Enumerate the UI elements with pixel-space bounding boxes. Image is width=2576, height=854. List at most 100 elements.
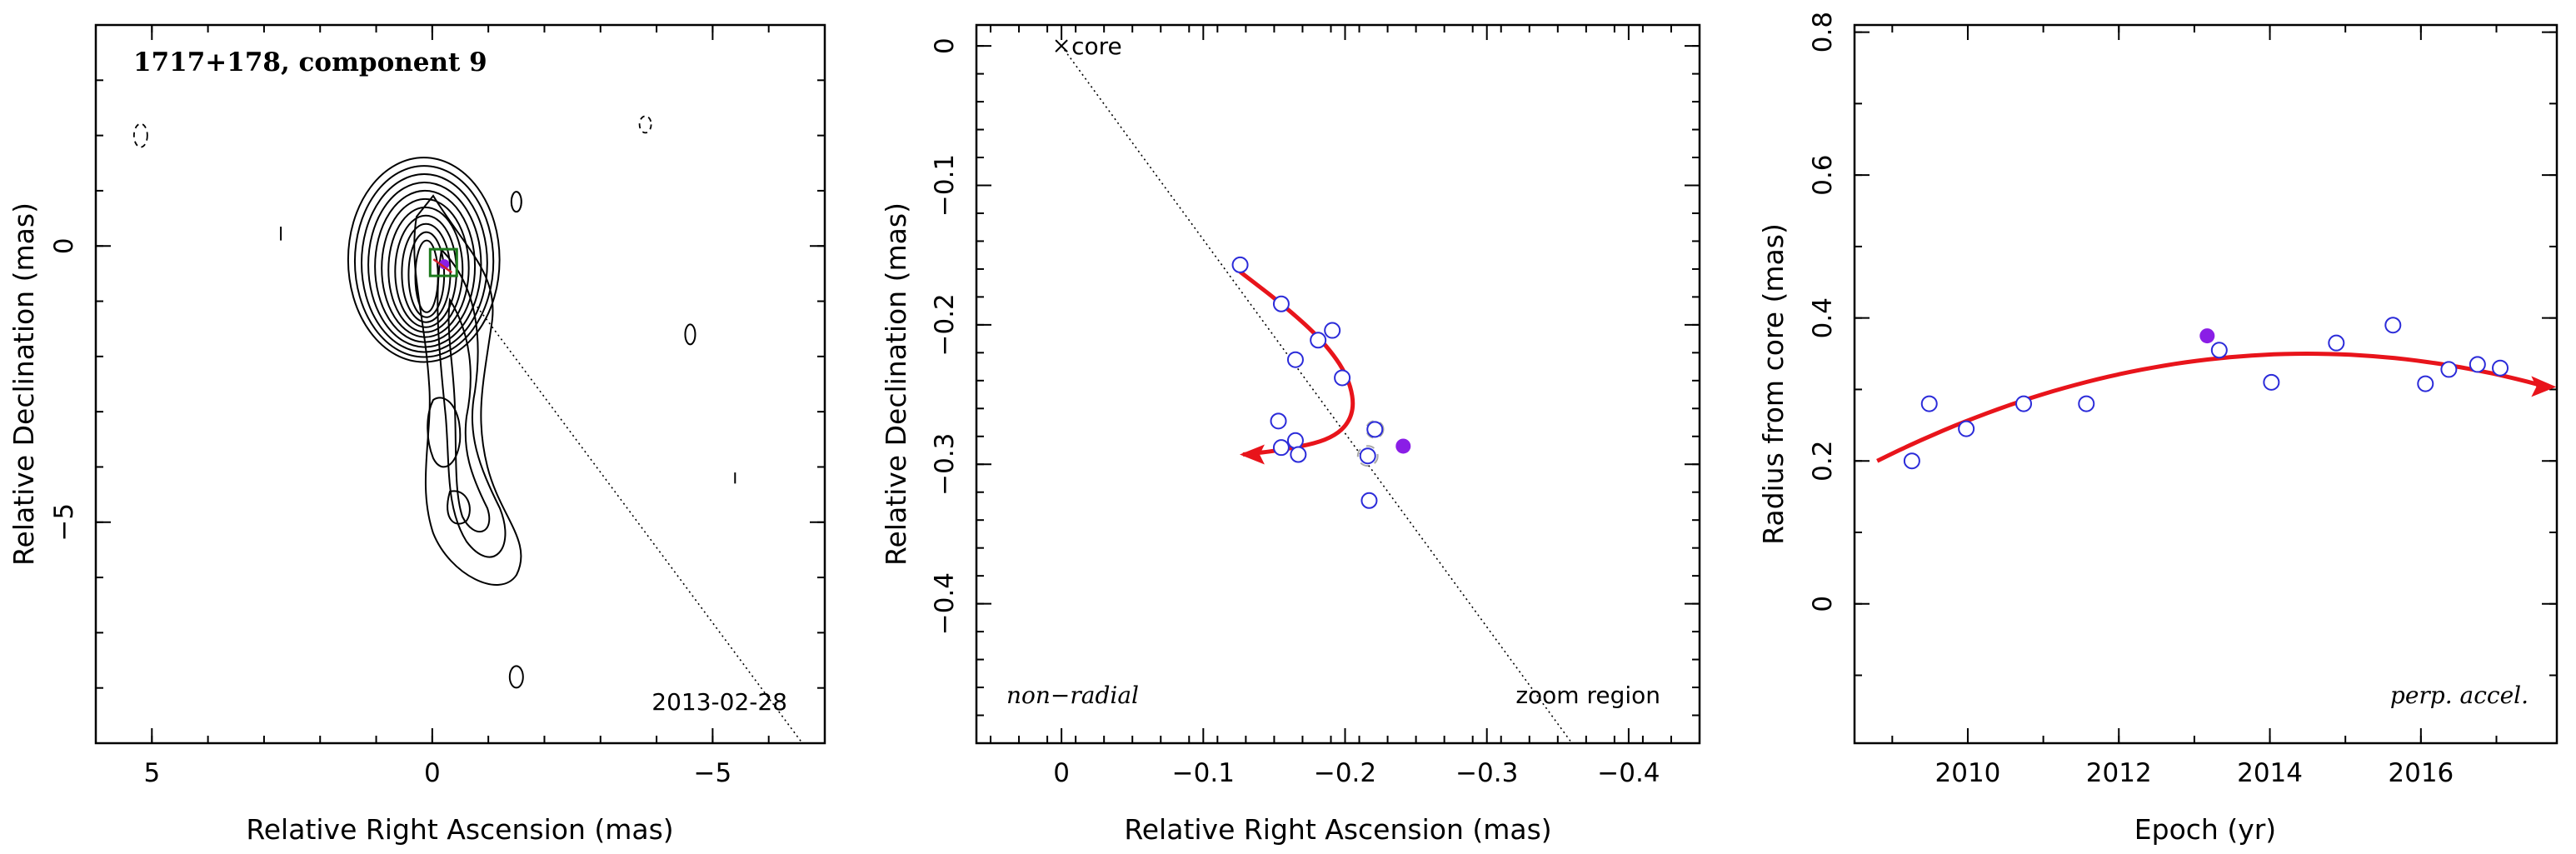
panel-0-xtick-label: 0 [424, 758, 441, 788]
panel-1-ytick-label: −0.1 [930, 154, 960, 217]
epoch-marker [1920, 395, 1938, 412]
panel-1-xtick-label: −0.4 [1597, 758, 1660, 788]
panel-1-ytick-label: −0.3 [930, 433, 960, 496]
panel-0-xtick-label: −5 [694, 758, 732, 788]
position-marker [1286, 351, 1304, 368]
panel-2-frame [975, 23, 1701, 745]
panel-2-ylabel: Relative Declination (mas) [880, 202, 912, 566]
panel-2-ytick-label: 0.8 [1808, 12, 1838, 52]
panel-2-core-label: core [1071, 32, 1122, 60]
component-vector [432, 258, 453, 274]
jet-contour [437, 247, 507, 558]
component-marker [439, 259, 450, 270]
panel-1-xlabel: Relative Right Ascension (mas) [246, 813, 673, 846]
panel-2-marks [1055, 39, 1573, 744]
panel-3-xlabel: Epoch (yr) [2134, 813, 2276, 846]
epoch-marker [2210, 342, 2228, 359]
negative-contour [638, 115, 652, 134]
panel-3-ylabel: Radius from core (mas) [1757, 223, 1790, 545]
component-box [428, 247, 458, 277]
panel-2-uncertainty-circles [1272, 297, 1410, 507]
panel-2-xtick-label: 2010 [1935, 758, 2001, 788]
epoch-marker [2328, 334, 2345, 352]
position-marker [1231, 256, 1249, 273]
panel-2-zoom-scatter: 0 −0.1 −0.2 −0.3 −0.40−0.1−0.2−0.3−0.4 core … [880, 23, 1701, 846]
negative-contour [132, 122, 148, 148]
panel-1-contours [132, 115, 736, 689]
panel-3-ticks: 2010 2012 2014 2016 0 0.2 0.4 0.6 0.8 [1808, 12, 2557, 788]
highlight-marker [1395, 438, 1411, 454]
uncertainty-circle [1356, 445, 1379, 467]
core-contour [353, 165, 495, 358]
panel-1-xtick-label: −0.2 [1314, 758, 1376, 788]
panel-2-xlabel: Relative Right Ascension (mas) [1124, 813, 1551, 846]
epoch-marker [2440, 361, 2458, 378]
position-marker [1272, 439, 1290, 457]
position-marker [1272, 295, 1290, 312]
epoch-marker [2417, 375, 2434, 392]
panel-2-xtick-label: 2012 [2086, 758, 2152, 788]
highlight-marker [2199, 328, 2215, 344]
epoch-marker [2384, 317, 2402, 334]
trajectory-arrowhead [1239, 444, 1265, 465]
position-marker [1360, 492, 1378, 509]
panel-2-ytick-label: 0.2 [1808, 441, 1838, 482]
panel-0-xtick-label: 5 [143, 758, 160, 788]
panel-1-marks [428, 247, 803, 744]
panel-1-title: 1717+178, component 9 [133, 47, 487, 77]
panel-1-ytick-label: 0 [930, 37, 960, 54]
panel-3-corner-label: perp. accel. [2390, 682, 2529, 709]
jet-contour [447, 490, 471, 525]
core-marker [1055, 39, 1068, 52]
panel-3-radius-vs-epoch: 2010 2012 2014 2016 0 0.2 0.4 0.6 0.8 perp. acce… [1757, 12, 2559, 846]
isolated-contour [684, 323, 696, 346]
panel-3-marks [1876, 317, 2557, 470]
fit-curve [1876, 351, 2539, 463]
epoch-marker [2263, 373, 2280, 391]
epoch-marker [2469, 356, 2486, 373]
panel-0-ytick-label: −5 [49, 503, 79, 542]
panel-2-xtick-label: 2014 [2237, 758, 2303, 788]
panel-3-frame [1853, 23, 2559, 745]
panel-1-frame [94, 23, 826, 745]
panel-2-ytick-label: 0 [1808, 596, 1838, 612]
panel-2-ticks: 0 −0.1 −0.2 −0.3 −0.4 0 −0.1 −0.2 −0.3 −0.4 [930, 25, 1700, 788]
core-contour [401, 222, 452, 323]
jet-contour [427, 397, 462, 468]
position-marker [1286, 432, 1304, 449]
epoch-marker [2492, 359, 2509, 377]
panel-2-direction-line [1061, 45, 1573, 744]
panel-2-xtick-label: 2016 [2388, 758, 2454, 788]
core-contour [387, 206, 464, 333]
jet-contour [447, 297, 491, 533]
position-marker [1324, 322, 1341, 339]
panel-1-ytick-label: −0.2 [930, 293, 960, 356]
panel-1-xtick-label: 0 [1053, 758, 1070, 788]
panel-2-corner-label-left: non−radial [1006, 682, 1139, 709]
epoch-marker [1958, 420, 1975, 437]
epoch-marker [2015, 395, 2033, 412]
panel-1-ylabel: Relative Declination (mas) [7, 202, 40, 566]
panel-1-contour-map: 5 0 −5 0 −5 1717+178, component 9 2013-02-28… [7, 23, 826, 846]
position-marker [1334, 369, 1351, 387]
fit-arrowhead [2531, 376, 2557, 397]
jet-contour [413, 194, 522, 586]
position-marker [1366, 421, 1384, 438]
uncertainty-circle [1365, 420, 1385, 439]
core-contour [361, 173, 488, 353]
panel-1-ticks: 5 0 −5 0 −5 [49, 25, 825, 788]
panel-1-xtick-label: −0.3 [1455, 758, 1518, 788]
panel-0-ytick-label: 0 [49, 237, 79, 254]
isolated-contour [508, 665, 524, 689]
panel-1-ytick-label: −0.4 [930, 572, 960, 635]
position-marker [1359, 447, 1376, 465]
negative-contour [510, 191, 522, 213]
core-contour [381, 197, 470, 338]
panel-2-corner-label-right: zoom region [1515, 682, 1660, 709]
core-contour [347, 157, 501, 363]
panel-2-ytick-label: 0.4 [1808, 297, 1838, 338]
panel-1-epoch-label: 2013-02-28 [651, 688, 787, 716]
panel-2-ytick-label: 0.6 [1808, 154, 1838, 195]
position-marker [1270, 412, 1287, 430]
